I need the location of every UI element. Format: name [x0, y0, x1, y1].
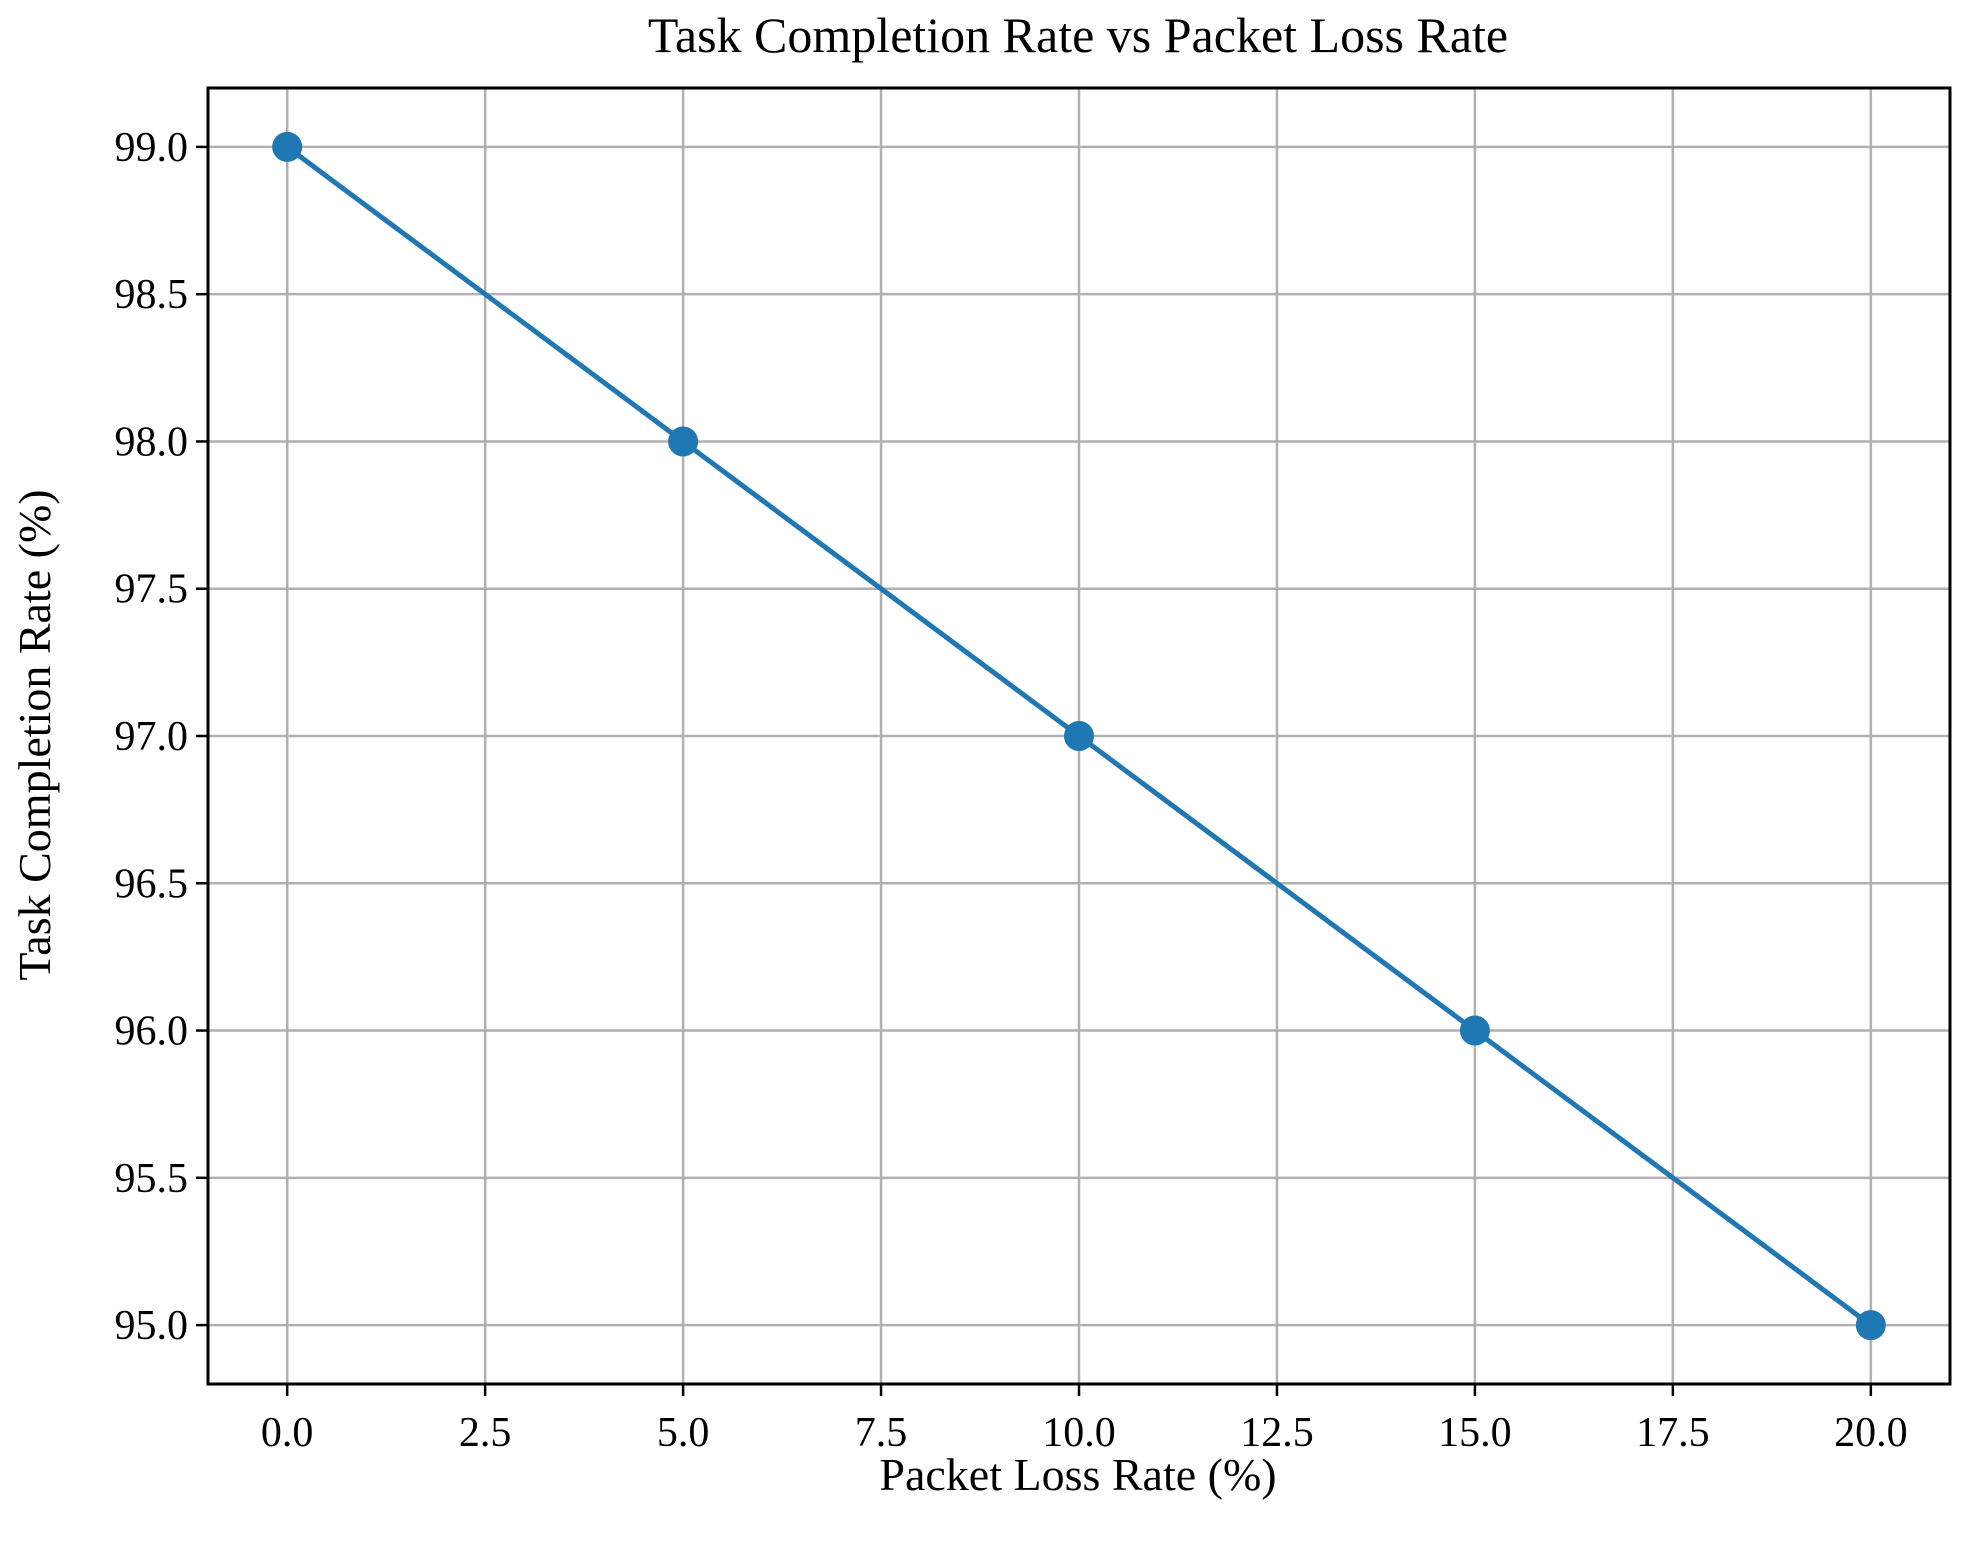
y-tick-label: 97.5 — [115, 567, 189, 613]
x-tick-label: 5.0 — [657, 1410, 710, 1456]
ticks: 0.0 2.5 5.0 7.5 10.0 12.5 15.0 17.5 20.0 95.0 95.5… — [115, 125, 1908, 1456]
x-tick-label: 12.5 — [1240, 1410, 1314, 1456]
y-tick-label: 95.5 — [115, 1156, 189, 1202]
x-axis-label: Packet Loss Rate (%) — [879, 1449, 1276, 1500]
y-tick-label: 97.0 — [115, 714, 189, 760]
data-point — [1064, 721, 1094, 751]
data-point — [1855, 1310, 1886, 1341]
y-tick-label: 96.5 — [115, 861, 189, 907]
x-tick-label: 0.0 — [261, 1410, 314, 1456]
y-tick-label: 95.0 — [115, 1303, 189, 1349]
data-point — [668, 426, 699, 457]
data-point — [1459, 1015, 1490, 1046]
y-tick-label: 99.0 — [115, 125, 189, 171]
y-axis-label: Task Completion Rate (%) — [9, 489, 60, 980]
y-tick-label: 98.5 — [115, 272, 189, 318]
x-tick-label: 10.0 — [1042, 1410, 1116, 1456]
y-tick-label: 96.0 — [115, 1009, 189, 1055]
x-tick-label: 2.5 — [459, 1410, 512, 1456]
x-tick-label: 7.5 — [855, 1410, 908, 1456]
data-point — [272, 131, 303, 162]
x-tick-label: 15.0 — [1438, 1410, 1512, 1456]
x-tick-label: 17.5 — [1636, 1410, 1710, 1456]
x-tick-label: 20.0 — [1834, 1410, 1908, 1456]
series-layer — [272, 131, 1886, 1341]
y-tick-label: 98.0 — [115, 419, 189, 465]
chart-title: Task Completion Rate vs Packet Loss Rate — [648, 7, 1508, 63]
